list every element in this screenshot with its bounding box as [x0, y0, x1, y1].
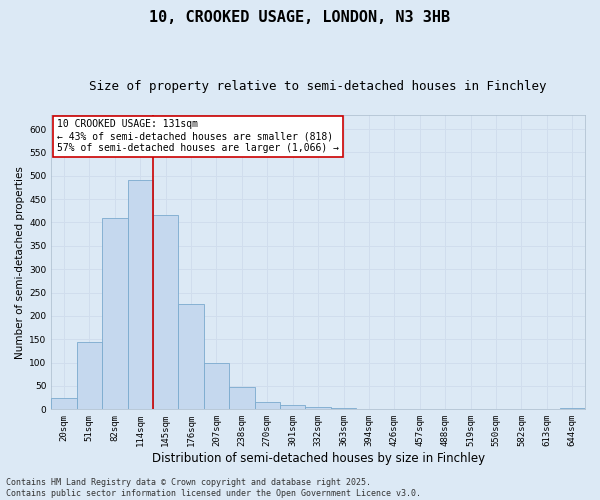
Title: Size of property relative to semi-detached houses in Finchley: Size of property relative to semi-detach… [89, 80, 547, 93]
Text: Contains HM Land Registry data © Crown copyright and database right 2025.
Contai: Contains HM Land Registry data © Crown c… [6, 478, 421, 498]
Bar [102, 218, 128, 410]
Bar [77, 342, 102, 409]
Text: 10 CROOKED USAGE: 131sqm
← 43% of semi-detached houses are smaller (818)
57% of : 10 CROOKED USAGE: 131sqm ← 43% of semi-d… [56, 120, 338, 152]
Bar [204, 362, 229, 410]
Y-axis label: Number of semi-detached properties: Number of semi-detached properties [15, 166, 25, 358]
Bar [51, 398, 77, 409]
Bar [305, 407, 331, 410]
Bar [331, 408, 356, 410]
Bar [178, 304, 204, 410]
Bar [229, 388, 254, 409]
Bar [280, 404, 305, 409]
Bar [254, 402, 280, 409]
Text: 10, CROOKED USAGE, LONDON, N3 3HB: 10, CROOKED USAGE, LONDON, N3 3HB [149, 10, 451, 25]
Bar [128, 180, 153, 410]
Bar [153, 216, 178, 410]
X-axis label: Distribution of semi-detached houses by size in Finchley: Distribution of semi-detached houses by … [152, 452, 485, 465]
Bar [560, 408, 585, 410]
